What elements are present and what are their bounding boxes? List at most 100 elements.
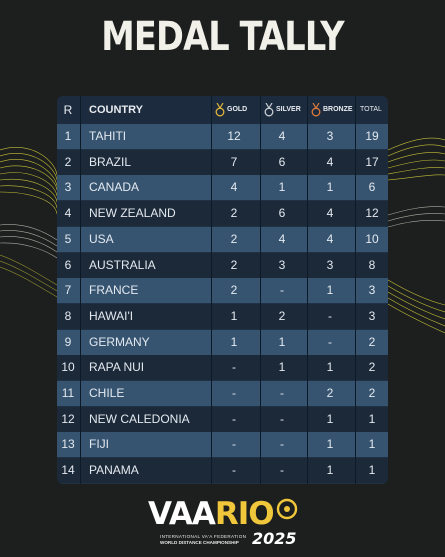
total-count-cell: 2	[368, 334, 376, 349]
table-header: R COUNTRY GOLD SILVER BRONZE TOTAL	[57, 96, 388, 124]
bronze-count-cell: -	[328, 308, 332, 323]
bronze-count-cell: -	[328, 334, 332, 349]
silver-count-cell: -	[280, 411, 284, 426]
silver-count-cell: -	[280, 463, 284, 478]
gold-count-cell: -	[232, 437, 236, 452]
country-cell: BRAZIL	[89, 154, 132, 169]
gold-count-cell: -	[232, 463, 236, 478]
silver-count-cell: 6	[278, 206, 286, 221]
country-cell: USA	[89, 231, 114, 246]
rank-cell: 14	[61, 463, 75, 478]
sun-icon	[276, 498, 298, 520]
bronze-count-cell: 4	[326, 154, 334, 169]
gold-medal-icon	[215, 103, 225, 117]
header-country: COUNTRY	[89, 104, 143, 116]
table-row: 13 FIJI - - 1 1	[57, 432, 388, 458]
country-cell: GERMANY	[89, 334, 150, 349]
total-count-cell: 3	[368, 308, 376, 323]
silver-count-cell: 1	[278, 180, 286, 195]
country-cell: FIJI	[89, 437, 109, 452]
silver-count-cell: 6	[278, 154, 286, 169]
silver-count-cell: -	[280, 283, 284, 298]
gold-count-cell: 1	[230, 308, 238, 323]
rank-cell: 1	[64, 129, 72, 143]
total-count-cell: 12	[365, 206, 379, 221]
page-title: MEDAL TALLY	[101, 14, 344, 60]
header-gold-label: GOLD	[227, 106, 248, 113]
total-count-cell: 1	[368, 411, 376, 426]
bronze-count-cell: 1	[326, 463, 334, 478]
silver-count-cell: 3	[278, 257, 286, 272]
logo-year: 2025	[252, 529, 297, 548]
vaa-rio-logo: VAARIO INTERNATIONAL VA'A FEDERATION WOR…	[148, 496, 298, 551]
silver-count-cell: 4	[278, 129, 286, 143]
table-row: 6 AUSTRALIA 2 3 3 8	[57, 252, 388, 278]
silver-count-cell: 4	[278, 231, 286, 246]
gold-count-cell: -	[232, 386, 236, 400]
rank-cell: 4	[64, 206, 72, 221]
total-count-cell: 2	[368, 360, 376, 375]
table-row: 14 PANAMA - - 1 1	[57, 458, 388, 484]
total-count-cell: 2	[368, 386, 376, 400]
rank-cell: 8	[64, 308, 72, 323]
header-silver-label: SILVER	[276, 106, 301, 113]
gold-count-cell: 1	[230, 334, 238, 349]
country-cell: NEW CALEDONIA	[89, 411, 190, 426]
rank-cell: 3	[64, 180, 72, 195]
silver-count-cell: 2	[278, 308, 286, 323]
rank-cell: 10	[61, 360, 75, 375]
logo-line-2: WORLD DISTANCE CHAMPIONSHIP	[160, 540, 239, 545]
country-cell: PANAMA	[89, 463, 139, 478]
table-row: 12 NEW CALEDONIA - - 1 1	[57, 406, 388, 432]
silver-medal-icon	[264, 103, 274, 117]
total-count-cell: 6	[368, 180, 376, 195]
rank-cell: 6	[64, 257, 72, 272]
logo-word-accent: RIO	[214, 496, 275, 532]
logo-word-main: VAA	[148, 496, 216, 532]
rank-cell: 5	[64, 231, 72, 246]
rank-cell: 9	[64, 334, 72, 349]
header-bronze-label: BRONZE	[323, 106, 353, 113]
column-divider	[355, 96, 356, 484]
total-count-cell: 1	[368, 437, 376, 452]
gold-count-cell: 4	[230, 180, 238, 195]
column-divider	[260, 96, 261, 484]
gold-count-cell: -	[232, 411, 236, 426]
gold-count-cell: 7	[230, 154, 238, 169]
rank-cell: 11	[61, 386, 75, 400]
table-row: 8 HAWAI'I 1 2 - 3	[57, 303, 388, 329]
header-gold: GOLD	[215, 96, 247, 124]
bronze-count-cell: 3	[326, 129, 334, 143]
gold-count-cell: 2	[230, 231, 238, 246]
table-row: 11 CHILE - - 2 2	[57, 381, 388, 406]
bronze-count-cell: 4	[326, 206, 334, 221]
bronze-count-cell: 1	[326, 411, 334, 426]
bronze-count-cell: 1	[326, 180, 334, 195]
rank-cell: 13	[61, 437, 75, 452]
silver-count-cell: 1	[278, 360, 286, 375]
country-cell: CANADA	[89, 180, 140, 195]
total-count-cell: 17	[365, 154, 379, 169]
table-row: 4 NEW ZEALAND 2 6 4 12	[57, 201, 388, 227]
country-cell: AUSTRALIA	[89, 257, 156, 272]
column-divider	[307, 96, 308, 484]
bronze-count-cell: 3	[326, 257, 334, 272]
country-cell: HAWAI'I	[89, 308, 134, 323]
country-cell: NEW ZEALAND	[89, 206, 176, 221]
country-cell: TAHITI	[89, 129, 127, 143]
total-count-cell: 8	[368, 257, 376, 272]
gold-count-cell: 2	[230, 283, 238, 298]
silver-count-cell: -	[280, 437, 284, 452]
country-cell: RAPA NUI	[89, 360, 145, 375]
total-count-cell: 3	[368, 283, 376, 298]
table-row: 3 CANADA 4 1 1 6	[57, 175, 388, 201]
country-cell: FRANCE	[89, 283, 139, 298]
rank-cell: 12	[61, 411, 75, 426]
table-row: 1 TAHITI 12 4 3 19	[57, 124, 388, 149]
country-cell: CHILE	[89, 386, 125, 400]
bronze-count-cell: 4	[326, 231, 334, 246]
header-silver: SILVER	[264, 96, 301, 124]
rank-cell: 2	[64, 154, 72, 169]
total-count-cell: 19	[365, 129, 379, 143]
bronze-count-cell: 1	[326, 360, 334, 375]
